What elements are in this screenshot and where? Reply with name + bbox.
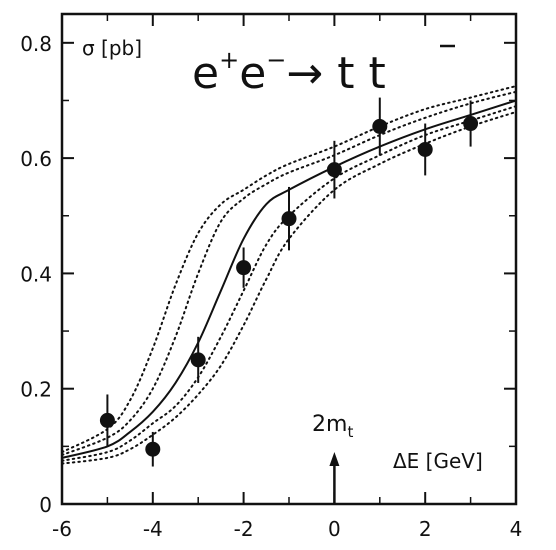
- data-point-8: [463, 116, 479, 132]
- y-tick-label-3: 0.6: [20, 147, 52, 171]
- dotted-curve-2: [61, 105, 517, 462]
- dotted-curve-3: [61, 111, 517, 465]
- x-tick-label-2: -2: [234, 517, 254, 541]
- svg-text:e+e−→ t t: e+e−→ t t: [192, 46, 386, 99]
- data-point-6: [372, 118, 388, 134]
- plot-area: -6 -4 -2 0 2 4 0 0.2 0.4 0.6 0.8: [20, 12, 523, 541]
- data-point-7: [417, 141, 433, 157]
- title-plus: +: [219, 46, 239, 74]
- x-axis-label: ΔE [GeV]: [393, 449, 483, 473]
- data-point-2: [190, 352, 206, 368]
- y-tick-label-1: 0.2: [20, 378, 52, 402]
- dotted-curve-1: [61, 90, 517, 456]
- x-tick-label-4: 2: [419, 517, 432, 541]
- y-tick-label-2: 0.4: [20, 262, 52, 286]
- annotation-t-subscript: t: [347, 423, 353, 441]
- solid-curve: [61, 99, 517, 459]
- title-e2: e: [239, 48, 266, 99]
- dotted-curve-0: [61, 85, 517, 454]
- y-tick-label-4: 0.8: [20, 32, 52, 56]
- annotation-2m: 2m: [312, 412, 347, 437]
- y-axis-label: σ [pb]: [82, 36, 142, 60]
- data-point-0: [99, 412, 115, 428]
- title-arrow: → t t: [286, 48, 385, 99]
- title-e1: e: [192, 48, 219, 99]
- y-tick-label-0: 0: [39, 493, 52, 517]
- data-point-1: [145, 441, 161, 457]
- chart-title: e+e−→ t t: [192, 44, 455, 99]
- x-tick-label-0: -6: [52, 517, 72, 541]
- data-point-5: [326, 162, 342, 178]
- arrow-head-icon: [329, 452, 340, 466]
- svg-text:2mt: 2mt: [312, 412, 353, 441]
- title-minus: −: [266, 46, 286, 74]
- data-point-3: [236, 260, 252, 276]
- x-tick-label-5: 4: [510, 517, 523, 541]
- data-point-4: [281, 211, 297, 227]
- x-tick-label-3: 0: [328, 517, 341, 541]
- x-tick-label-1: -4: [143, 517, 163, 541]
